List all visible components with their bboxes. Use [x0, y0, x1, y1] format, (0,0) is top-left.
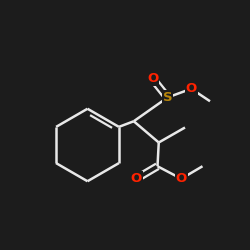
- Text: O: O: [186, 82, 197, 95]
- Text: O: O: [147, 72, 158, 85]
- Text: O: O: [176, 172, 187, 185]
- Text: S: S: [163, 91, 172, 104]
- Text: O: O: [130, 172, 142, 185]
